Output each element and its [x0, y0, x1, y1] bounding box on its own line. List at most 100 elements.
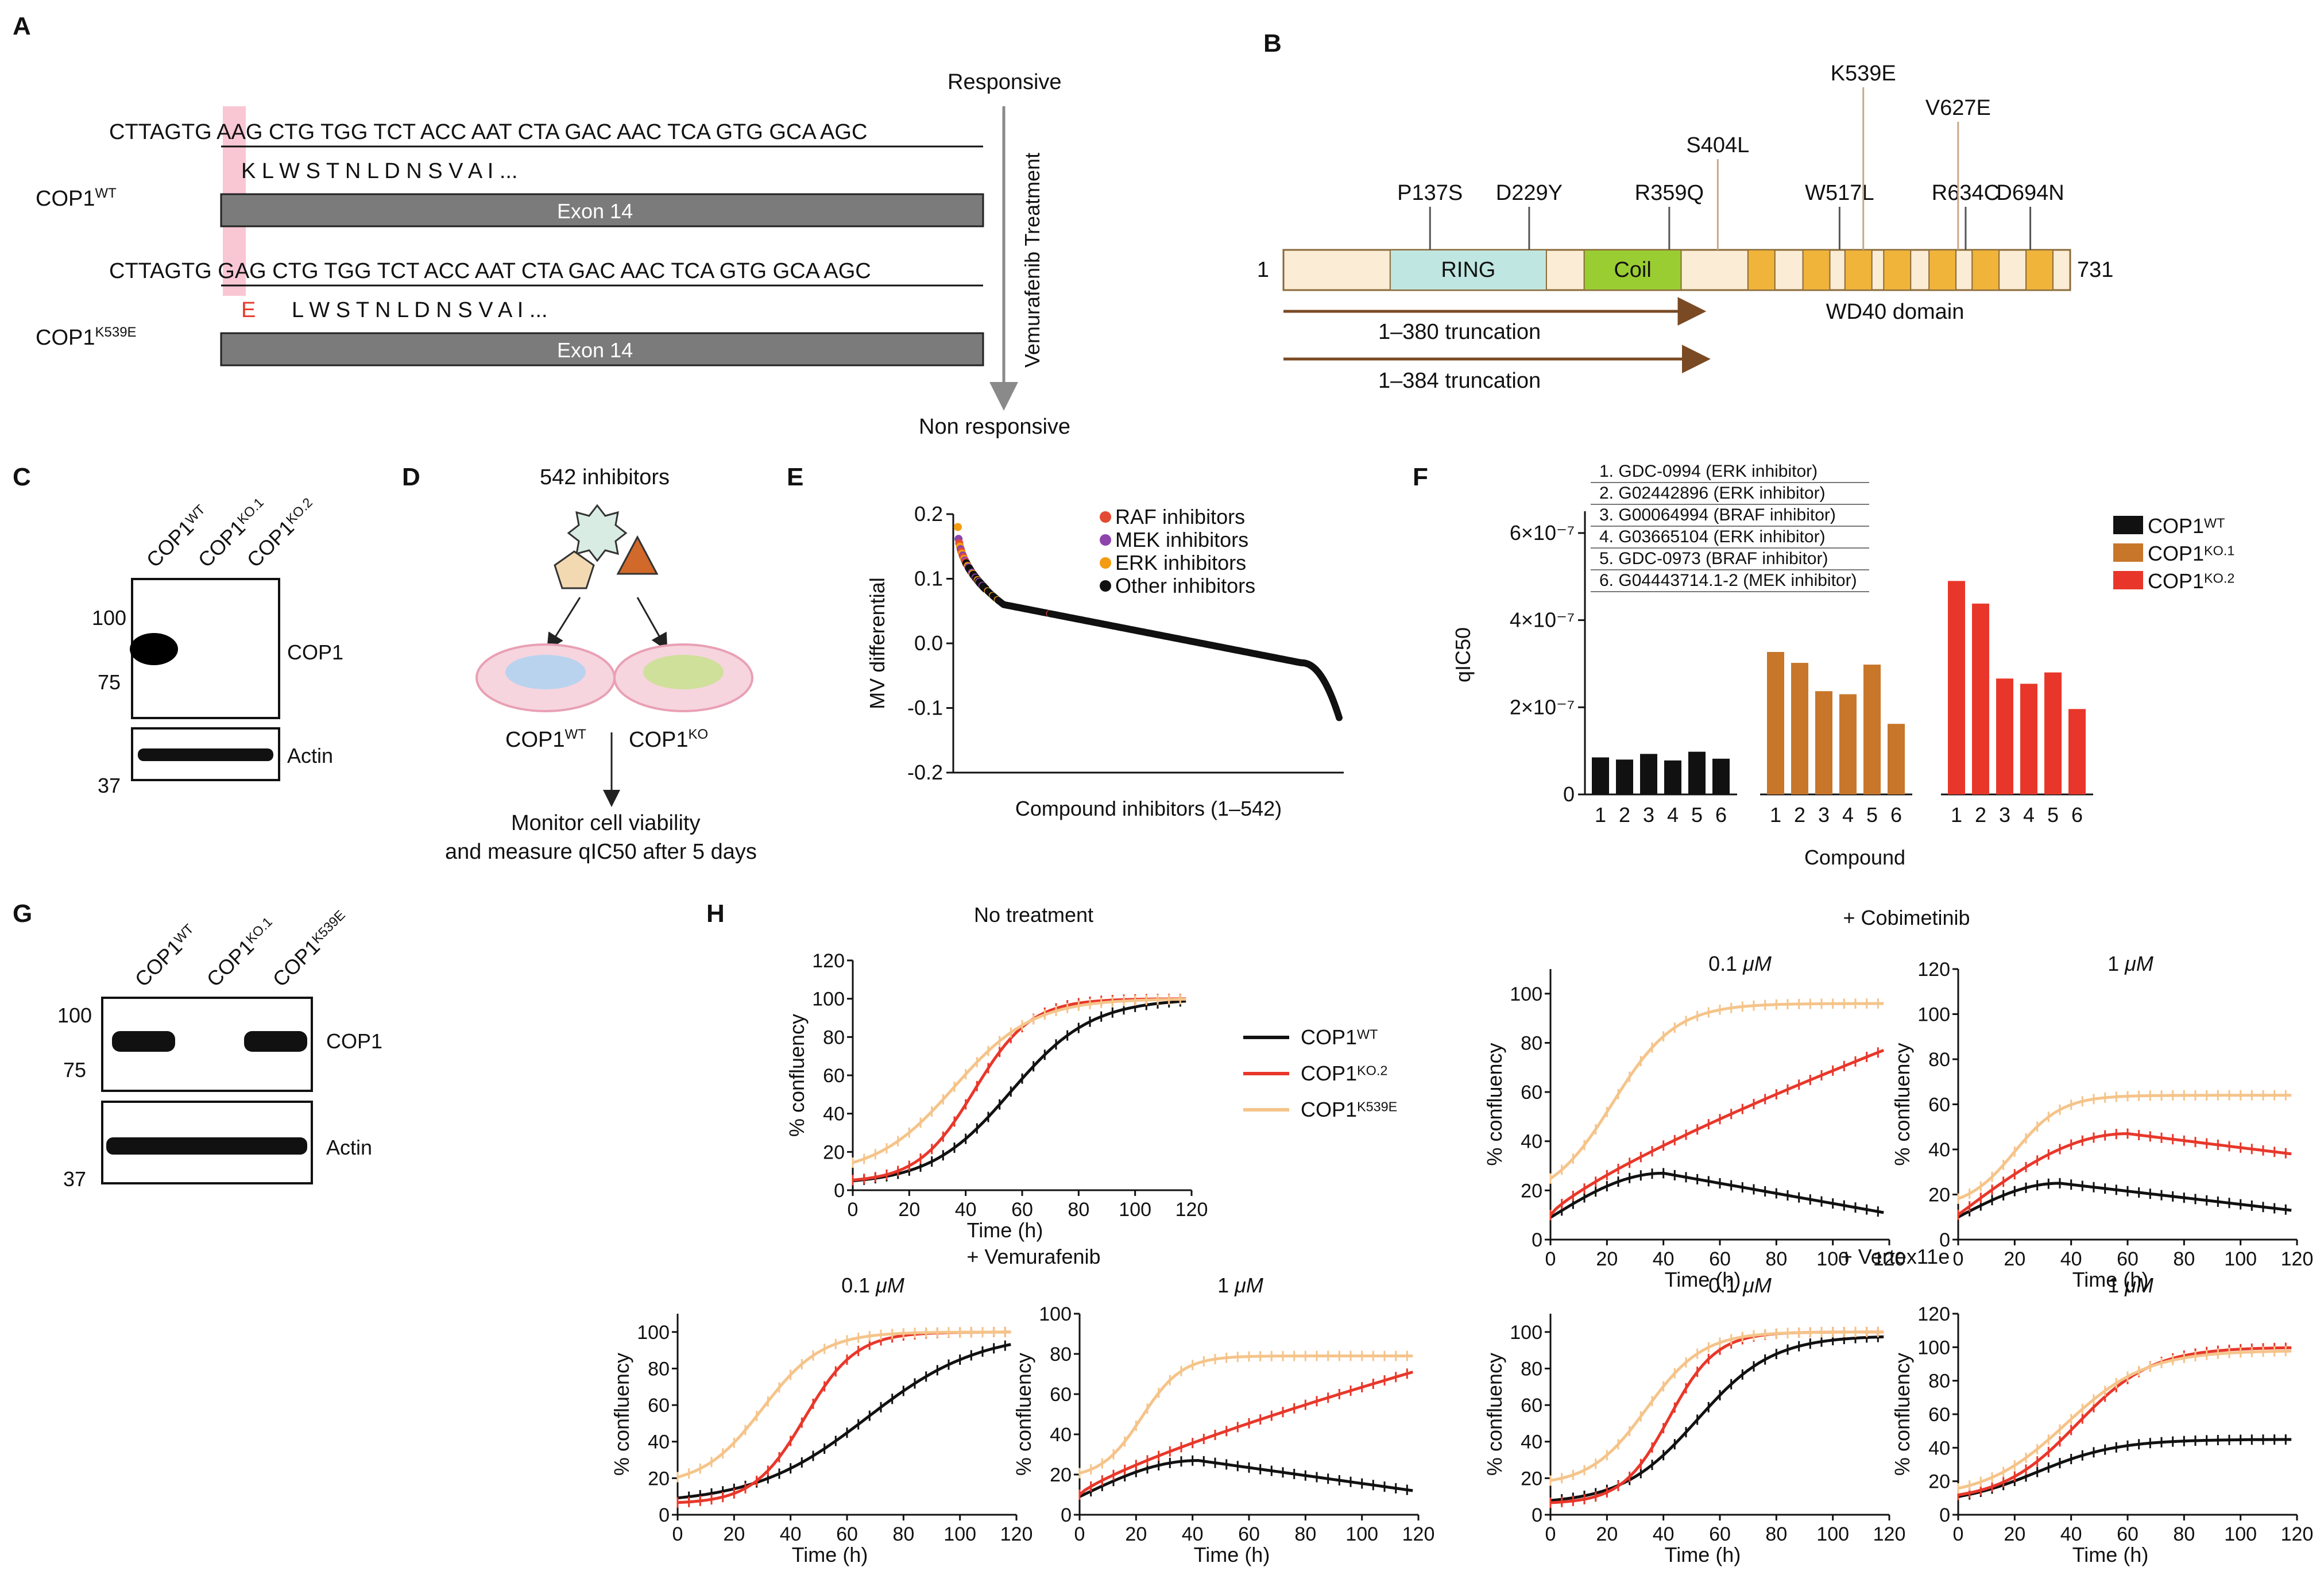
h-x-tick-label: 20 [2004, 1523, 2025, 1545]
h-x-tick-label: 120 [2281, 1248, 2314, 1270]
h-x-tick-label: 120 [1402, 1523, 1435, 1545]
f-x-tick-label: 1 [1595, 803, 1606, 827]
f-x-tick-label: 3 [1643, 803, 1654, 827]
f-compound-label: 6. G04443714.1-2 (MEK inhibitor) [1599, 571, 1857, 590]
h-x-tick-label: 60 [1238, 1523, 1260, 1545]
h-x-tick-label: 100 [1816, 1248, 1849, 1270]
h-x-tick-label: 60 [2117, 1523, 2139, 1545]
h-x-tick-label: 40 [1653, 1248, 1675, 1270]
h-x-tick-label: 120 [1873, 1248, 1906, 1270]
f-bar [1767, 651, 1784, 794]
h-error-bars [1078, 1368, 1408, 1500]
wd40-repeat [2025, 249, 2054, 291]
h-conc-vemu-high: 1 μM [1217, 1273, 1263, 1297]
h-series-line [1550, 1330, 1884, 1504]
h-series-line [1550, 1335, 1884, 1502]
h-x-label: Time (h) [1665, 1268, 1741, 1291]
h-x-tick-label: 100 [943, 1523, 976, 1545]
e-y-tick-label: 0.0 [914, 631, 943, 655]
h-y-tick-label: 20 [1521, 1468, 1542, 1489]
h-x-tick-label: 0 [1953, 1248, 1964, 1270]
f-bar [1996, 678, 2013, 794]
h-y-tick-label: 0 [834, 1180, 845, 1202]
f-compound-label: 3. G00064994 (BRAF inhibitor) [1599, 505, 1836, 524]
h-y-label: % confluency [1012, 1353, 1035, 1476]
f-x-label: Compound [1804, 846, 1905, 869]
e-y-tick-label: 0.1 [914, 567, 943, 591]
h-legend-label: COP1WT [1301, 1025, 1378, 1049]
wt-sequence: CTTAGTG AAG CTG TGG TCT ACC AAT CTA GAC … [109, 120, 867, 144]
h-x-tick-label: 40 [780, 1523, 802, 1545]
h-x-tick-label: 100 [1345, 1523, 1378, 1545]
blot-c-actin-band [138, 748, 273, 761]
f-bar [1640, 754, 1657, 794]
d-ko-label: COP1KO [629, 727, 708, 752]
h-y-tick-label: 40 [1928, 1437, 1950, 1459]
f-x-tick-label: 5 [1691, 803, 1703, 827]
h-y-tick-label: 120 [1917, 959, 1950, 981]
mutation-label: P137S [1397, 181, 1463, 205]
e-point [1336, 714, 1343, 721]
f-compound-label: 2. G02442896 (ERK inhibitor) [1599, 484, 1826, 503]
h-y-tick-label: 80 [1928, 1371, 1950, 1392]
h-y-tick-label: 100 [1510, 983, 1542, 1005]
mutant-amino-acids: L W S T N L D N S V A I ... [292, 298, 548, 322]
f-bar [1948, 581, 1965, 794]
lane-label: COP1K539E [268, 906, 353, 991]
h-series-line [1078, 1458, 1413, 1498]
h-title-cobimetinib: + Cobimetinib [1843, 906, 1970, 929]
wt-amino-acids: K L W S T N L D N S V A I ... [241, 159, 518, 183]
d-wt-label: COP1WT [505, 727, 586, 752]
h-y-tick-label: 0 [1061, 1504, 1072, 1526]
coil-label: Coil [1614, 258, 1651, 282]
h-y-tick-label: 60 [1928, 1094, 1950, 1116]
f-x-tick-label: 3 [1999, 803, 2010, 827]
h-y-label: % confluency [1890, 1353, 1914, 1476]
h-y-tick-label: 60 [1521, 1082, 1542, 1103]
h-y-tick-label: 20 [1521, 1180, 1542, 1202]
compound-triangle-icon [616, 535, 659, 575]
f-y-tick-label: 4×10⁻⁷ [1510, 608, 1575, 632]
h-error-bars [1549, 1047, 1879, 1221]
h-x-tick-label: 100 [1119, 1199, 1151, 1221]
h-y-tick-label: 0 [1939, 1229, 1950, 1251]
f-compound-label: 4. G03665104 (ERK inhibitor) [1599, 527, 1826, 546]
f-bar [1791, 662, 1808, 794]
h-error-bars [1957, 1090, 2287, 1204]
f-x-tick-label: 3 [1818, 803, 1830, 827]
h-series-line [677, 1343, 1011, 1500]
h-y-tick-label: 40 [823, 1103, 845, 1125]
h-x-tick-label: 100 [2224, 1523, 2257, 1545]
h-error-bars [1549, 998, 1879, 1184]
blot-c-label-cop1: COP1 [287, 640, 343, 664]
blot-c-label-actin: Actin [287, 744, 333, 767]
h-conc-vertex-high: 1 μM [2108, 1273, 2153, 1297]
h-y-tick-label: 20 [648, 1468, 670, 1489]
mw-c-100: 100 [92, 606, 126, 630]
f-bar [1972, 603, 1989, 794]
h-x-tick-label: 40 [955, 1199, 977, 1221]
f-bar [1888, 724, 1905, 794]
wd40-label: WD40 domain [1826, 300, 1965, 324]
blot-g-label-actin: Actin [326, 1136, 372, 1159]
f-bar [1712, 758, 1730, 794]
e-legend-marker [1100, 580, 1111, 592]
h-series-line [1549, 1048, 1885, 1216]
f-y-tick-label: 0 [1563, 782, 1575, 806]
cells-wt-icon [505, 655, 586, 689]
coil-domain [1583, 249, 1682, 291]
h-x-tick-label: 60 [1709, 1248, 1731, 1270]
e-point [954, 523, 962, 531]
f-bar [1688, 751, 1706, 794]
e-y-tick-label: -0.2 [907, 761, 943, 784]
f-x-tick-label: 2 [1619, 803, 1630, 827]
h-y-label: % confluency [1483, 1353, 1506, 1476]
h-title-vertex: + Vertex11e [1840, 1245, 1950, 1268]
h-y-tick-label: 120 [812, 950, 845, 972]
h-y-tick-label: 80 [648, 1358, 670, 1380]
f-x-tick-label: 6 [2071, 803, 2083, 827]
h-x-tick-label: 120 [1873, 1523, 1906, 1545]
mutation-label: D229Y [1496, 181, 1563, 205]
